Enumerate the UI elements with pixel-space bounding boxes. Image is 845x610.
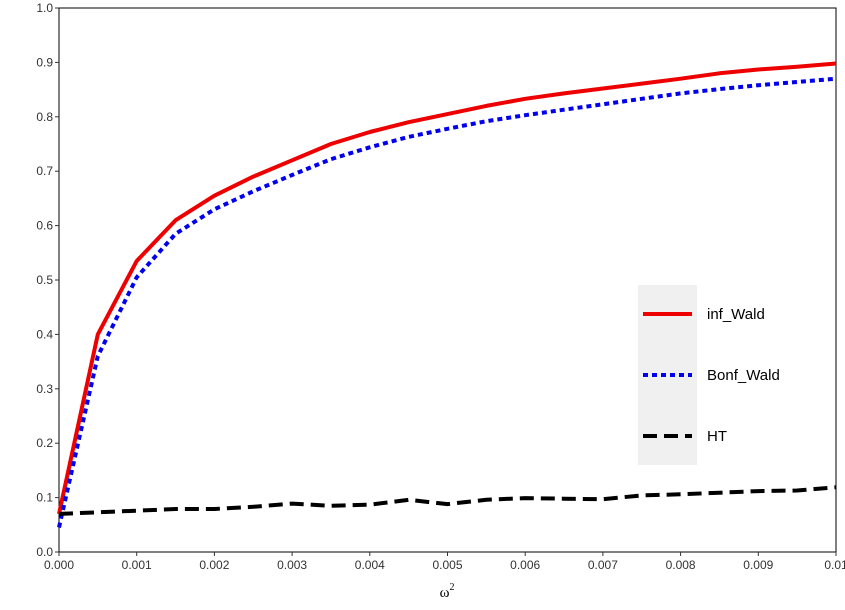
x-tick-label: 0.000 (44, 558, 74, 572)
legend-label-bonf-wald: Bonf_Wald (707, 367, 780, 384)
x-axis: 0.000 0.001 0.002 0.003 0.004 0.005 0.006 0.007… (44, 552, 845, 572)
x-axis-title-superscript: 2 (449, 582, 454, 593)
y-tick-label: 0.7 (36, 164, 53, 178)
legend-label-ht: HT (707, 428, 727, 445)
x-tick-label: 0.001 (122, 558, 152, 572)
x-tick-label: 0.003 (277, 558, 307, 572)
y-tick-label: 0.9 (36, 55, 53, 69)
plot-panel (58, 7, 837, 553)
x-tick-label: 0.004 (355, 558, 385, 572)
y-tick-label: 0.0 (36, 545, 53, 559)
x-axis-title-symbol: ω (440, 585, 450, 601)
legend: inf_Wald Bonf_Wald HT (638, 285, 780, 465)
series-line-ht (58, 485, 837, 516)
y-tick-label: 0.8 (36, 110, 53, 124)
legend-label-inf-wald: inf_Wald (707, 306, 765, 323)
series-line-bonf-wald (57, 76, 837, 528)
y-tick-label: 0.3 (36, 382, 53, 396)
x-tick-label: 0.005 (432, 558, 462, 572)
x-tick-label: 0.002 (199, 558, 229, 572)
y-tick-label: 0.2 (36, 436, 53, 450)
y-tick-label: 1.0 (36, 1, 53, 15)
x-tick-label: 0.009 (743, 558, 773, 572)
x-tick-label: 0.01 (824, 558, 845, 572)
x-tick-label: 0.008 (666, 558, 696, 572)
y-axis: 0.0 0.1 0.2 0.3 0.4 0.5 0.6 0.7 0.8 0.9 1.0 (36, 1, 59, 559)
y-tick-label: 0.1 (36, 491, 53, 505)
x-axis-title: ω2 (440, 582, 455, 601)
x-tick-label: 0.007 (588, 558, 618, 572)
x-tick-label: 0.006 (510, 558, 540, 572)
y-tick-label: 0.5 (36, 273, 53, 287)
y-tick-label: 0.4 (36, 327, 53, 341)
series-line-inf-wald (57, 61, 837, 515)
series-lines (57, 61, 837, 528)
y-tick-label: 0.6 (36, 219, 53, 233)
